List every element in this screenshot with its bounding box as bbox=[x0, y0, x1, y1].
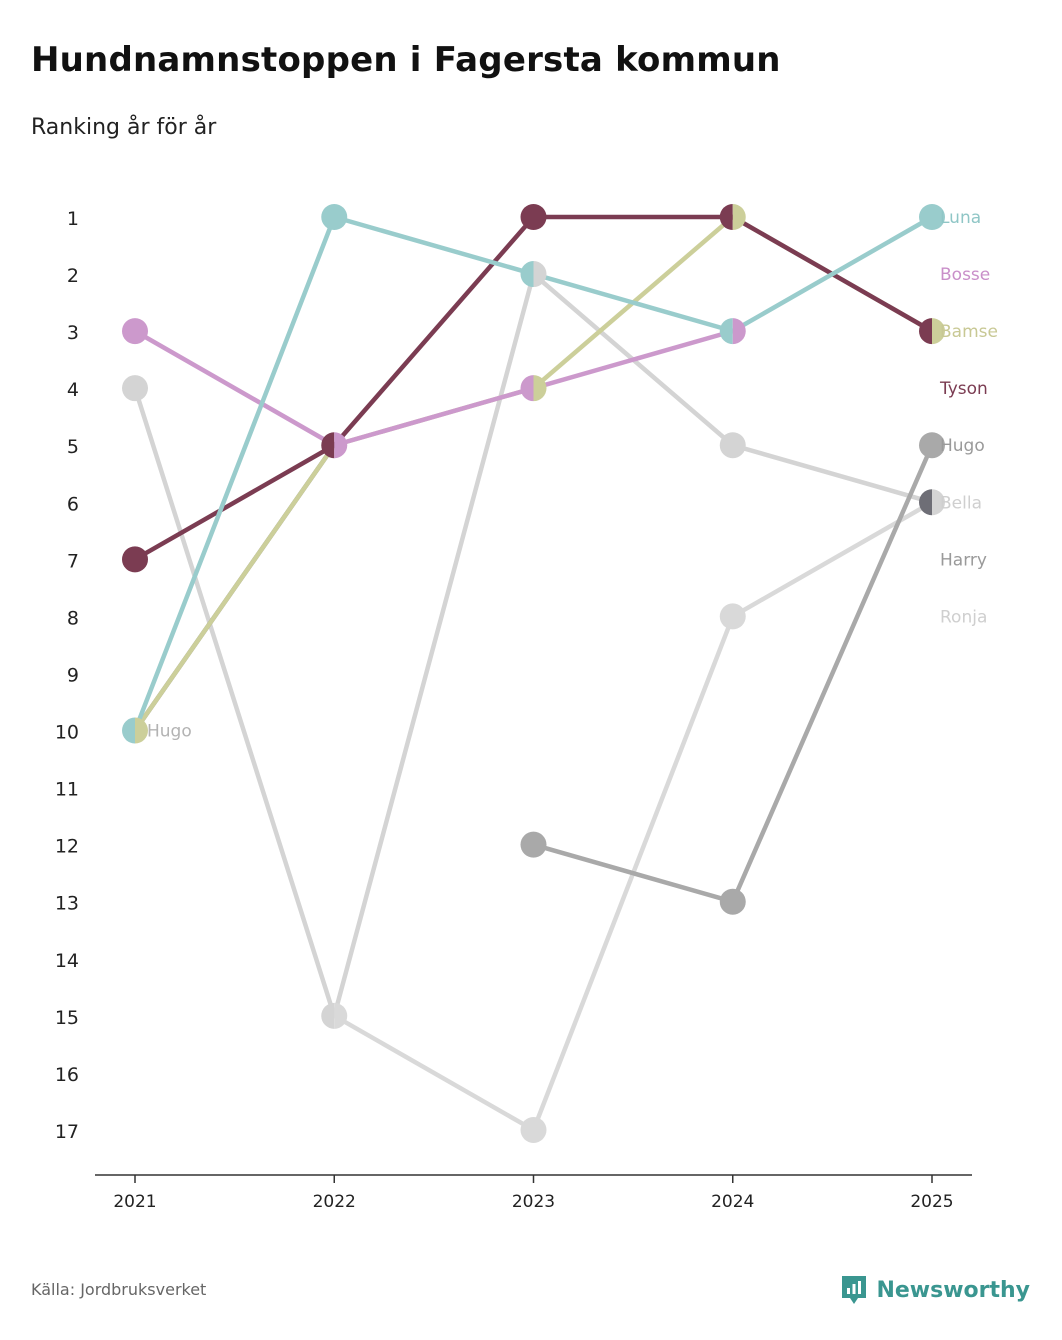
series-bamse bbox=[132, 214, 935, 733]
data-point-bamse bbox=[135, 717, 148, 744]
series-line-luna bbox=[132, 214, 337, 733]
data-point-tyson bbox=[321, 432, 335, 459]
y-tick-label: 14 bbox=[55, 950, 79, 972]
series-label-hugo: Hugo bbox=[940, 436, 985, 456]
data-point-hugo bbox=[919, 489, 932, 516]
series-line-bamse bbox=[132, 442, 337, 733]
point-label-hugo: Hugo bbox=[147, 722, 192, 742]
y-tick-label: 2 bbox=[67, 265, 79, 287]
data-point-bamse bbox=[732, 204, 746, 230]
brand-logo[interactable]: Newsworthy bbox=[840, 1274, 1030, 1306]
series-line-ronja bbox=[332, 1013, 536, 1133]
brand-name: Newsworthy bbox=[876, 1277, 1030, 1303]
y-tick-label: 9 bbox=[67, 664, 79, 686]
data-point-luna bbox=[719, 318, 733, 345]
series-line-ronja bbox=[730, 500, 935, 619]
series-harry bbox=[531, 442, 935, 904]
data-point-luna bbox=[919, 204, 945, 230]
series-line-luna bbox=[730, 214, 935, 334]
series-bosse bbox=[132, 328, 735, 448]
data-point-bosse bbox=[520, 375, 534, 402]
data-point-luna bbox=[520, 261, 534, 288]
series-ronja bbox=[332, 500, 935, 1133]
series-luna bbox=[132, 214, 935, 733]
data-point-harry bbox=[919, 432, 945, 459]
data-point-bella bbox=[321, 1002, 335, 1029]
data-point-bella bbox=[122, 375, 148, 402]
series-line-luna bbox=[531, 271, 735, 334]
y-tick-label: 10 bbox=[55, 722, 79, 744]
page-title: Hundnamnstoppen i Fagersta kommun bbox=[31, 40, 781, 80]
series-label-tyson: Tyson bbox=[939, 379, 988, 399]
data-point-luna bbox=[321, 204, 348, 230]
data-point-luna bbox=[122, 717, 135, 744]
series-label-bosse: Bosse bbox=[940, 265, 990, 285]
series-line-harry bbox=[531, 842, 735, 904]
series-line-harry bbox=[730, 442, 935, 904]
y-tick-label: 6 bbox=[67, 493, 79, 515]
data-point-bamse bbox=[932, 318, 946, 345]
y-tick-label: 15 bbox=[55, 1007, 79, 1029]
series-label-ronja: Ronja bbox=[940, 607, 987, 627]
data-point-bamse bbox=[533, 375, 547, 402]
newsworthy-logo-icon bbox=[842, 1276, 867, 1304]
series-line-bosse bbox=[132, 328, 337, 448]
y-tick-label: 16 bbox=[55, 1064, 79, 1086]
x-tick-label: 2021 bbox=[113, 1192, 156, 1212]
series-line-luna bbox=[332, 214, 536, 277]
y-tick-label: 17 bbox=[55, 1121, 79, 1143]
data-point-tyson bbox=[719, 204, 733, 230]
series-line-tyson bbox=[332, 214, 536, 448]
data-point-harry bbox=[520, 831, 547, 858]
data-point-tyson bbox=[122, 546, 148, 573]
series-label-harry: Harry bbox=[940, 550, 987, 570]
series-line-bella bbox=[332, 271, 536, 1019]
y-tick-label: 1 bbox=[67, 208, 79, 230]
data-point-bosse bbox=[732, 318, 746, 345]
y-tick-label: 7 bbox=[67, 550, 79, 572]
chart-subtitle: Ranking år för år bbox=[31, 115, 217, 140]
y-tick-label: 5 bbox=[67, 436, 79, 458]
data-point-bella bbox=[533, 261, 547, 288]
series-label-luna: Luna bbox=[940, 208, 981, 228]
y-tick-label: 3 bbox=[67, 322, 79, 344]
x-tick-label: 2022 bbox=[313, 1192, 356, 1212]
data-point-harry bbox=[719, 888, 746, 915]
data-point-ronja bbox=[334, 1002, 348, 1029]
x-tick-label: 2025 bbox=[910, 1192, 953, 1212]
data-point-ronja bbox=[719, 603, 746, 630]
data-point-bosse bbox=[122, 318, 148, 345]
series-line-bella bbox=[730, 442, 935, 505]
y-tick-label: 4 bbox=[67, 379, 79, 401]
series-line-bosse bbox=[332, 385, 536, 448]
series-label-bella: Bella bbox=[940, 493, 982, 513]
series-line-bosse bbox=[531, 328, 735, 391]
data-point-bosse bbox=[334, 432, 348, 459]
series-line-bella bbox=[132, 385, 337, 1019]
series-label-bamse: Bamse bbox=[940, 322, 998, 342]
data-point-bella bbox=[719, 432, 746, 459]
series-line-tyson bbox=[132, 442, 337, 562]
y-tick-label: 13 bbox=[55, 893, 79, 915]
x-tick-label: 2023 bbox=[512, 1192, 555, 1212]
source-note: Källa: Jordbruksverket bbox=[31, 1280, 207, 1299]
data-point-bella bbox=[932, 489, 946, 516]
x-tick-label: 2024 bbox=[711, 1192, 754, 1212]
data-point-tyson bbox=[919, 318, 932, 345]
data-point-tyson bbox=[520, 204, 547, 230]
data-point-ronja bbox=[520, 1116, 547, 1143]
y-tick-label: 8 bbox=[67, 607, 79, 629]
y-tick-label: 11 bbox=[55, 779, 79, 801]
y-tick-label: 12 bbox=[55, 836, 79, 858]
